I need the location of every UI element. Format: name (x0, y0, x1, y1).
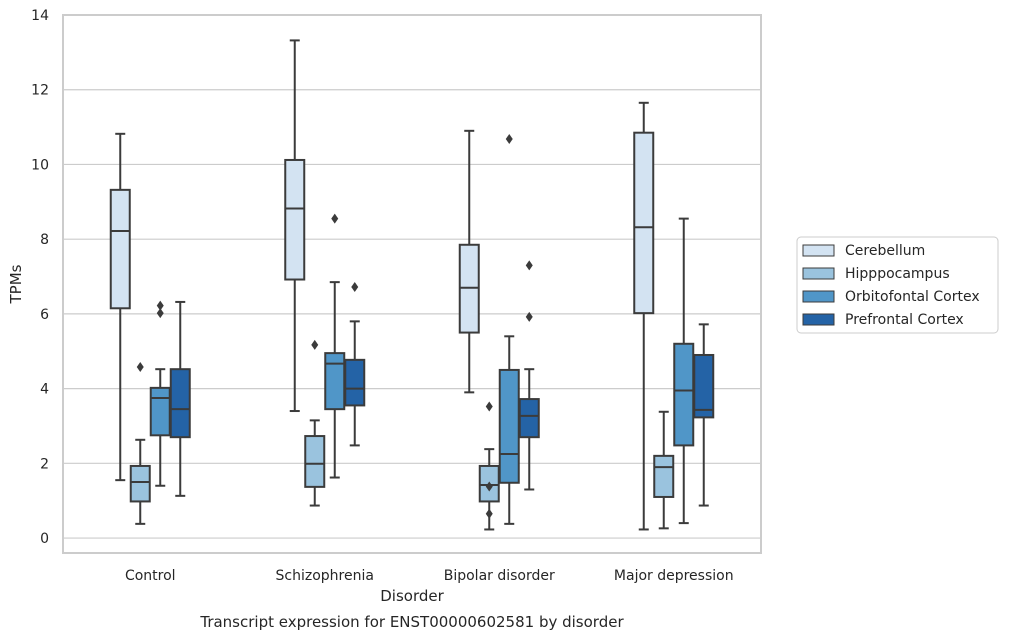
outlier-point (505, 134, 513, 145)
iqr-box (633, 131, 655, 315)
x-axis-label: Disorder (380, 587, 444, 605)
iqr-box (693, 353, 715, 419)
iqr-box (109, 188, 131, 310)
outlier-point (156, 300, 164, 311)
legend-swatch (802, 244, 835, 257)
x-tick-label: Major depression (614, 568, 734, 584)
legend-entry: Hipppocampus (845, 266, 950, 282)
legend-swatch (802, 290, 835, 303)
y-tick-label: 4 (40, 382, 49, 398)
outlier-point (136, 361, 144, 372)
iqr-box (324, 352, 346, 411)
y-axis-label: TPMs (7, 264, 25, 304)
box-2-0 (458, 129, 480, 394)
chart-caption: Transcript expression for ENST0000060258… (199, 613, 624, 631)
box-3-1 (653, 410, 675, 530)
outlier-point (485, 401, 493, 412)
legend-frame (796, 236, 999, 334)
outlier-point (525, 260, 533, 271)
legend-swatch (802, 313, 835, 326)
iqr-box (284, 158, 306, 281)
iqr-box (129, 464, 151, 503)
legend-swatch (802, 267, 835, 280)
legend: Cerebellum Hipppocampus Orbitofontal Corte… (796, 236, 999, 334)
iqr-box (149, 386, 171, 437)
box-0-3 (169, 300, 191, 497)
outlier-point (525, 311, 533, 322)
outlier-point (351, 281, 359, 292)
box-3-0 (633, 101, 655, 531)
iqr-box (673, 342, 695, 447)
box-3-3 (693, 323, 715, 507)
axis-layer: 0 2 4 6 8 10 12 14 Control Schizophrenia Bipolar d… (31, 8, 733, 584)
y-tick-label: 8 (40, 232, 49, 248)
y-tick-label: 0 (40, 531, 49, 547)
box-1-3 (344, 281, 366, 447)
y-tick-label: 10 (31, 157, 49, 173)
box-2-3 (518, 260, 540, 491)
iqr-box (169, 368, 191, 439)
x-tick-label: Bipolar disorder (444, 568, 555, 584)
iqr-box (344, 358, 366, 407)
iqr-box (653, 454, 675, 498)
outlier-point (485, 508, 493, 519)
outlier-point (156, 308, 164, 319)
y-tick-label: 14 (31, 8, 49, 24)
box-3-2 (673, 217, 695, 525)
box-2-1 (478, 401, 500, 531)
plot-frame (62, 14, 762, 554)
box-0-0 (109, 132, 131, 482)
legend-entry: Cerebellum (845, 243, 925, 259)
iqr-box (518, 398, 540, 439)
box-2-2 (498, 134, 520, 525)
box-1-2 (324, 213, 346, 479)
box-1-1 (304, 339, 326, 507)
outlier-point (311, 339, 319, 350)
y-tick-label: 2 (40, 456, 49, 472)
box-0-1 (129, 361, 151, 525)
legend-entry: Orbitofontal Cortex (845, 289, 980, 305)
box-1-0 (284, 39, 306, 413)
box-layer (109, 39, 715, 531)
legend-entry: Prefrontal Cortex (845, 312, 964, 328)
x-tick-label: Control (125, 568, 176, 584)
y-tick-label: 6 (40, 307, 49, 323)
box-0-2 (149, 300, 171, 487)
iqr-box (304, 435, 326, 488)
outlier-point (485, 481, 493, 492)
x-tick-label: Schizophrenia (276, 568, 374, 584)
y-tick-label: 12 (31, 83, 49, 99)
outlier-point (331, 213, 339, 224)
iqr-box (498, 368, 520, 484)
